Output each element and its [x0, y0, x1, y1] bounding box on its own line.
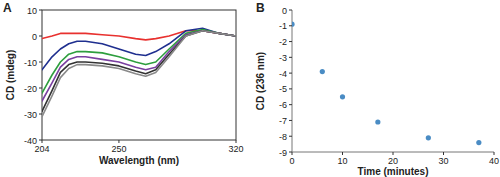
y-tick [289, 73, 292, 74]
plot-area [292, 22, 481, 146]
x-tick [292, 152, 293, 155]
scatter-point [426, 135, 431, 140]
y-tick-label: -3 [279, 53, 287, 63]
y-tick-label: 0 [32, 32, 37, 42]
y-tick [39, 62, 42, 63]
panel: B -9 -8 -7 -6 -5 -4 -3 -2 -1 0 0 10 20 30 40 Time (minut… [255, 1, 499, 177]
y-tick-label: -2 [279, 37, 287, 47]
y-tick-label: -20 [24, 84, 37, 94]
y-tick [289, 136, 292, 137]
x-tick-label: 204 [34, 144, 49, 154]
spectrum-line [42, 31, 236, 112]
panel-label: A [3, 1, 12, 15]
spectrum-line [42, 31, 236, 101]
y-tick [289, 104, 292, 105]
x-axis-label: Wavelength (nm) [99, 155, 179, 166]
y-axis-label: CD (236 nm) [255, 52, 266, 110]
x-tick-label: 20 [388, 156, 398, 166]
x-tick [494, 152, 495, 155]
y-tick-label: -7 [279, 116, 287, 126]
y-tick [289, 120, 292, 121]
y-tick-label: 0 [282, 6, 287, 16]
x-tick [443, 152, 444, 155]
x-tick-label: 320 [228, 144, 243, 154]
x-tick [342, 152, 343, 155]
x-tick [393, 152, 394, 155]
y-tick-label: -1 [279, 21, 287, 31]
y-tick [39, 10, 42, 11]
y-tick [289, 10, 292, 11]
y-tick-label: -9 [279, 148, 287, 158]
x-tick [42, 140, 43, 143]
spectrum-line [42, 30, 236, 94]
y-tick-label: -30 [24, 110, 37, 120]
y-tick-label: 10 [27, 6, 37, 16]
scatter-point [320, 69, 325, 74]
x-tick-label: 10 [337, 156, 347, 166]
x-tick-label: 30 [438, 156, 448, 166]
y-tick-label: -8 [279, 132, 287, 142]
scatter-point [375, 119, 380, 124]
y-tick-label: -10 [24, 58, 37, 68]
scatter-point [340, 94, 345, 99]
x-axis-label: Time (minutes) [358, 166, 429, 177]
panel: A-40-30-20-10010204250320Wavelength (nm)… [3, 1, 244, 166]
spectrum-line [42, 31, 236, 117]
y-tick [39, 114, 42, 115]
y-tick [289, 88, 292, 89]
figure: A-40-30-20-10010204250320Wavelength (nm)… [0, 0, 500, 177]
panel-label: B [256, 1, 265, 15]
y-tick [39, 88, 42, 89]
y-tick-label: -4 [279, 69, 287, 79]
x-tick [118, 140, 119, 143]
y-tick [289, 41, 292, 42]
x-tick-label: 250 [111, 144, 126, 154]
plot-area [42, 28, 236, 116]
y-axis [292, 10, 293, 152]
scatter-point [476, 140, 481, 145]
y-tick [39, 36, 42, 37]
x-tick-label: 0 [289, 156, 294, 166]
scatter-point [292, 22, 295, 27]
y-tick [289, 25, 292, 26]
y-axis-label: CD (mdeg) [5, 50, 16, 101]
x-tick-label: 40 [489, 156, 499, 166]
y-tick-label: -6 [279, 100, 287, 110]
y-tick-label: -5 [279, 84, 287, 94]
x-tick [236, 140, 237, 143]
y-tick [289, 57, 292, 58]
plot-frame [42, 10, 236, 140]
